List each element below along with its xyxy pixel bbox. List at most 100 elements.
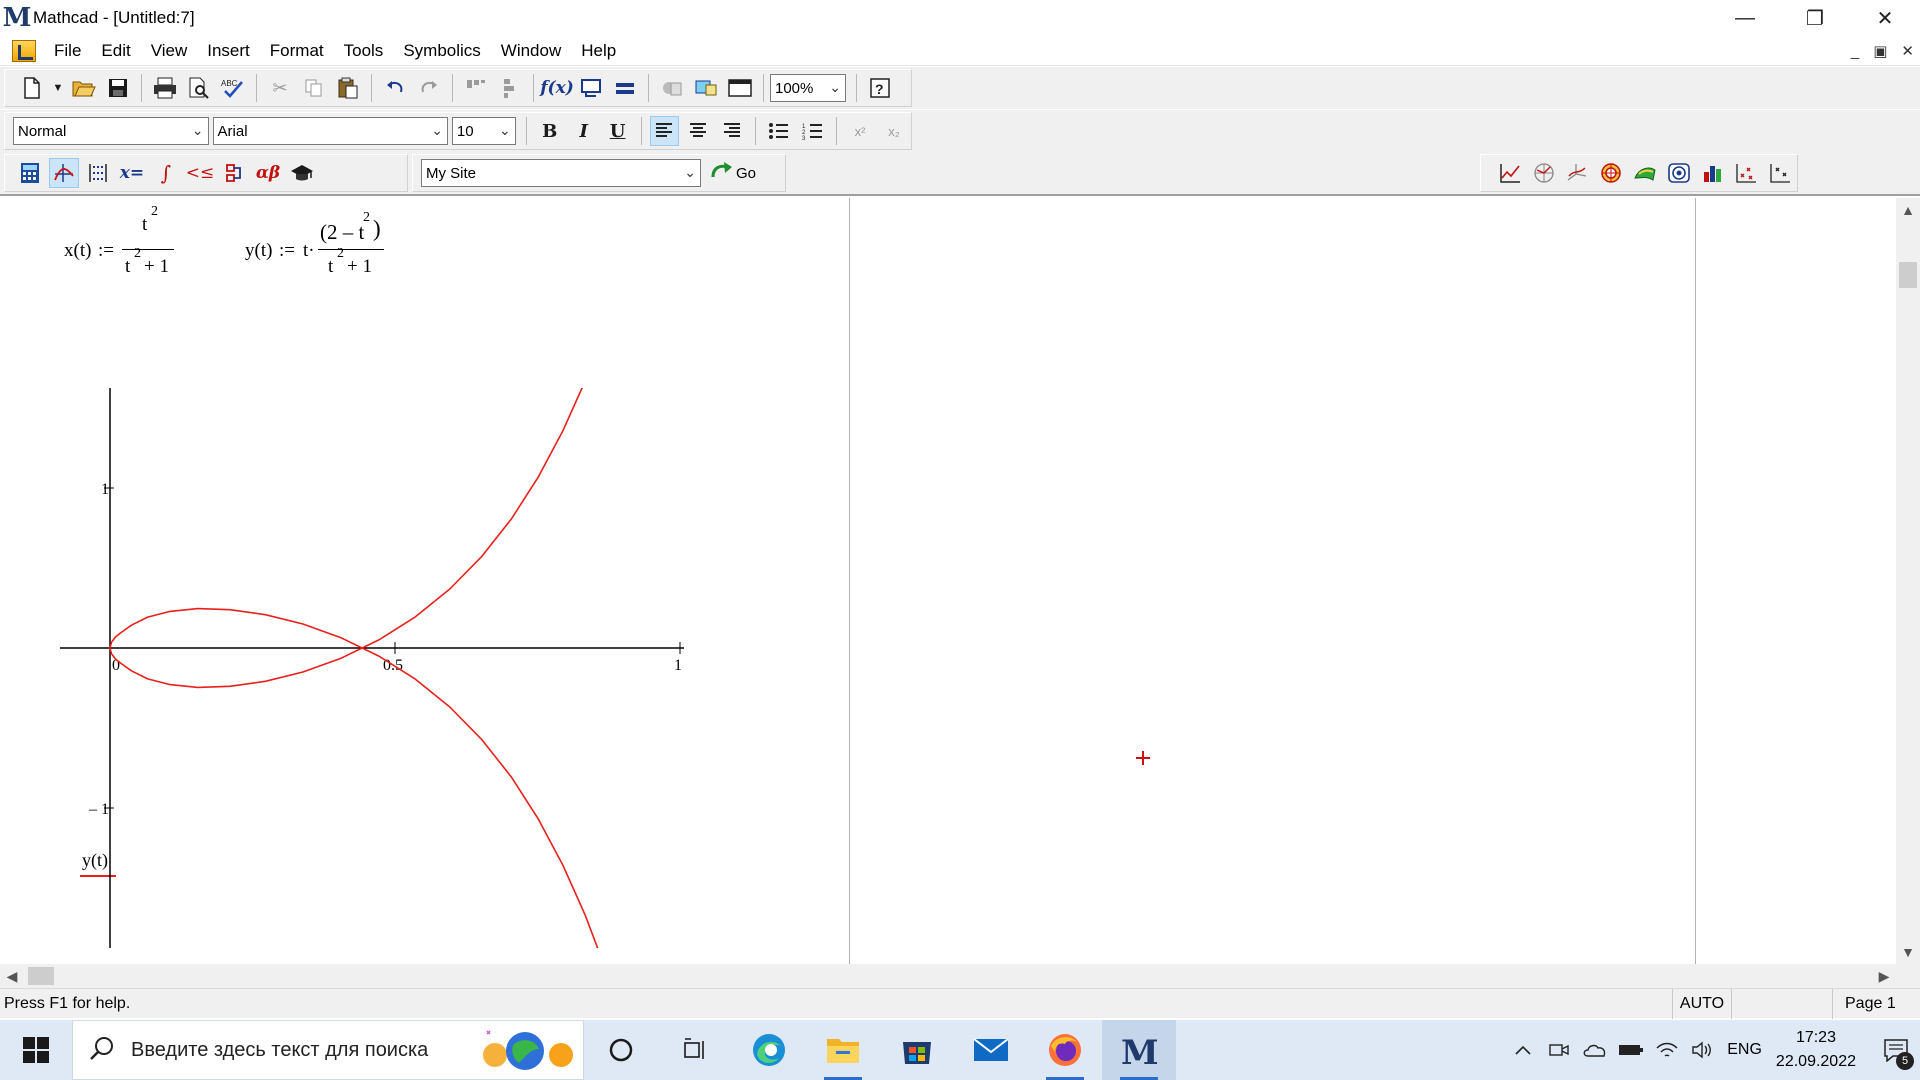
resource-center-icon[interactable] xyxy=(725,73,755,103)
menu-format[interactable]: Format xyxy=(269,40,324,60)
meet-now-icon[interactable] xyxy=(1541,1020,1577,1080)
zoom-combo[interactable]: 100% ⌄ xyxy=(770,74,846,102)
taskbar-clock[interactable]: 17:23 22.09.2022 xyxy=(1776,1026,1856,1074)
firefox-icon[interactable] xyxy=(1028,1020,1102,1080)
style-combo[interactable]: Normal ⌄ xyxy=(13,117,209,145)
mathcad-taskbar-icon[interactable]: M xyxy=(1102,1020,1176,1080)
vertical-scroll-thumb[interactable] xyxy=(1899,262,1917,288)
xy-plot-icon[interactable] xyxy=(1495,158,1525,188)
align-right-icon[interactable] xyxy=(717,116,747,146)
start-button[interactable] xyxy=(0,1020,72,1080)
contour-plot-icon[interactable] xyxy=(1596,158,1626,188)
menu-window[interactable]: Window xyxy=(500,40,562,60)
insert-unit-icon[interactable] xyxy=(576,73,606,103)
vertical-scrollbar[interactable]: ▲ ▼ xyxy=(1896,198,1920,964)
help-icon[interactable]: ? xyxy=(865,73,895,103)
menu-file[interactable]: File xyxy=(54,40,82,60)
multitask-icon[interactable] xyxy=(658,1020,732,1080)
evaluation-toolbar-icon[interactable]: x= xyxy=(119,163,145,183)
italic-button[interactable]: I xyxy=(579,120,588,142)
horizontal-scrollbar[interactable]: ◀ ▶ xyxy=(0,964,1896,988)
store-icon[interactable] xyxy=(880,1020,954,1080)
scroll-right-icon[interactable]: ▶ xyxy=(1878,967,1890,984)
graph-toolbar-icon[interactable] xyxy=(49,158,79,188)
scroll-down-icon[interactable]: ▼ xyxy=(1901,944,1915,960)
minimize-button[interactable]: — xyxy=(1735,6,1755,29)
calculus-toolbar-icon[interactable]: ∫ xyxy=(160,161,172,185)
resource-combo[interactable]: My Site ⌄ xyxy=(421,159,701,187)
align-center-icon[interactable] xyxy=(683,116,713,146)
new-file-icon[interactable] xyxy=(17,73,47,103)
wifi-icon[interactable] xyxy=(1649,1020,1685,1080)
doc-close-button[interactable]: ✕ xyxy=(1901,43,1914,60)
menu-edit[interactable]: Edit xyxy=(101,40,131,60)
open-folder-icon[interactable] xyxy=(69,73,99,103)
menu-view[interactable]: View xyxy=(150,40,188,60)
redo-icon[interactable] xyxy=(414,73,444,103)
scroll-left-icon[interactable]: ◀ xyxy=(6,967,18,984)
align-down-icon[interactable] xyxy=(495,73,525,103)
scroll-up-icon[interactable]: ▲ xyxy=(1901,202,1915,218)
task-view-icon[interactable] xyxy=(584,1020,658,1080)
document-icon[interactable] xyxy=(12,39,36,62)
align-across-icon[interactable] xyxy=(461,73,491,103)
file-explorer-icon[interactable] xyxy=(806,1020,880,1080)
font-size-combo[interactable]: 10 ⌄ xyxy=(451,117,516,145)
greek-toolbar-icon[interactable]: αβ xyxy=(255,163,281,183)
new-dropdown-icon[interactable]: ▼ xyxy=(52,82,64,94)
edge-browser-icon[interactable] xyxy=(732,1020,806,1080)
menu-tools[interactable]: Tools xyxy=(343,40,384,60)
underline-button[interactable]: U xyxy=(609,120,626,142)
doc-restore-button[interactable]: ▣ xyxy=(1873,43,1888,60)
print-preview-icon[interactable] xyxy=(184,73,214,103)
plot-wizard-icon[interactable] xyxy=(1765,158,1795,188)
boolean-toolbar-icon[interactable]: <≤ xyxy=(185,163,215,183)
menu-help[interactable]: Help xyxy=(581,40,617,60)
matrix-toolbar-icon[interactable] xyxy=(83,158,113,188)
superscript-icon[interactable]: x² xyxy=(854,123,866,139)
polar-plot-icon[interactable] xyxy=(1529,158,1559,188)
surface-plot-icon[interactable] xyxy=(1563,158,1593,188)
save-icon[interactable] xyxy=(103,73,133,103)
copy-icon[interactable] xyxy=(299,73,329,103)
taskbar-search[interactable]: Введите здесь текст для поиска xyxy=(72,1020,584,1080)
paste-icon[interactable] xyxy=(333,73,363,103)
bold-button[interactable]: B xyxy=(542,120,558,142)
doc-minimize-button[interactable]: _ xyxy=(1850,42,1860,60)
volume-icon[interactable] xyxy=(1685,1020,1721,1080)
3d-scatter-plot-icon[interactable] xyxy=(1664,158,1694,188)
menu-insert[interactable]: Insert xyxy=(207,40,250,60)
go-button[interactable]: Go xyxy=(711,161,756,185)
horizontal-scroll-thumb[interactable] xyxy=(28,967,54,985)
font-combo[interactable]: Arial ⌄ xyxy=(212,117,448,145)
notification-center-icon[interactable]: 5 xyxy=(1872,1020,1920,1080)
insert-component-icon[interactable] xyxy=(691,73,721,103)
symbolic-toolbar-icon[interactable] xyxy=(287,158,317,188)
cut-icon[interactable]: ✂ xyxy=(272,77,288,98)
subscript-icon[interactable]: x₂ xyxy=(888,123,900,139)
menu-symbolics[interactable]: Symbolics xyxy=(403,40,481,60)
worksheet[interactable]: x(t) := t 2 t 2 + 1 y(t) := t· (2 – t 2 … xyxy=(0,198,1896,964)
insert-function-icon[interactable]: f(x) xyxy=(540,78,574,98)
calculate-icon[interactable] xyxy=(610,73,640,103)
print-icon[interactable] xyxy=(150,73,180,103)
show-hidden-icons-icon[interactable] xyxy=(1505,1020,1541,1080)
scatter-plot-icon[interactable] xyxy=(1731,158,1761,188)
programming-toolbar-icon[interactable] xyxy=(219,158,249,188)
align-left-icon[interactable] xyxy=(649,116,680,146)
3d-bar-plot-icon[interactable] xyxy=(1630,158,1660,188)
onedrive-icon[interactable] xyxy=(1577,1020,1613,1080)
insert-hyperlink-icon[interactable] xyxy=(657,73,687,103)
battery-icon[interactable] xyxy=(1613,1020,1649,1080)
bullet-list-icon[interactable] xyxy=(764,116,794,146)
mail-icon[interactable] xyxy=(954,1020,1028,1080)
spell-check-icon[interactable]: ABC xyxy=(218,73,248,103)
language-indicator[interactable]: ENG xyxy=(1727,1041,1762,1058)
restore-button[interactable]: ❐ xyxy=(1806,7,1824,30)
vector-field-plot-icon[interactable] xyxy=(1698,158,1728,188)
calculator-toolbar-icon[interactable] xyxy=(15,158,45,188)
undo-icon[interactable] xyxy=(380,73,410,103)
close-button[interactable]: ✕ xyxy=(1876,7,1894,30)
xy-plot[interactable]: y(t) 00.5121– 1– 2 xyxy=(60,388,840,948)
